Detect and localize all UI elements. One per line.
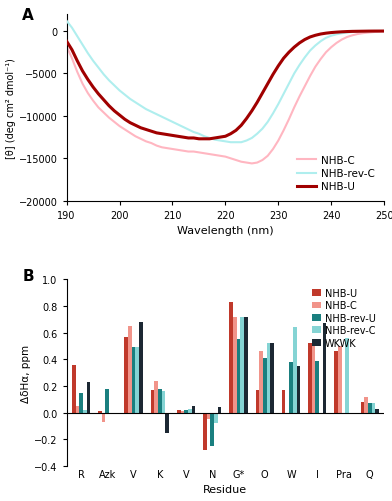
Bar [192,406,195,413]
Bar [282,390,285,413]
NHB-C [138,136,143,142]
Bar [211,413,214,446]
Bar [124,337,128,413]
Bar [98,411,102,413]
NHB-U [197,136,201,142]
Bar [132,348,135,413]
NHB-rev-C [128,97,132,103]
Bar [334,352,338,413]
NHB-rev-C [64,19,69,25]
NHB-C [260,158,265,164]
Bar [162,391,165,413]
Bar [375,409,379,413]
Bar [361,402,364,413]
Bar [79,393,83,413]
NHB-U [64,39,69,45]
Bar [233,317,237,413]
Bar [151,390,154,413]
Text: B: B [22,269,34,284]
Bar [154,381,158,413]
X-axis label: Wavelength (nm): Wavelength (nm) [177,226,274,236]
NHB-U [382,29,387,35]
Text: A: A [22,8,34,23]
NHB-C [175,147,180,153]
NHB-C [250,161,254,167]
Bar [218,407,221,413]
Bar [102,413,105,422]
Bar [345,338,349,413]
Legend: NHB-U, NHB-C, NHB-rev-U, NHB-rev-C, WKWK: NHB-U, NHB-C, NHB-rev-U, NHB-rev-C, WKWK [308,285,379,352]
NHB-rev-C [382,29,387,35]
Y-axis label: [θ] (deg cm² dmol⁻¹): [θ] (deg cm² dmol⁻¹) [6,58,16,158]
Bar [165,413,169,433]
Bar [237,340,240,413]
Bar [240,317,244,413]
Line: NHB-U: NHB-U [67,32,384,139]
Bar [177,410,181,413]
NHB-rev-C [260,126,265,132]
Bar [135,348,139,413]
NHB-C [234,158,238,164]
Bar [139,322,143,413]
NHB-C [345,35,349,41]
Bar [338,346,342,413]
Bar [308,344,312,413]
Bar [312,344,316,413]
NHB-rev-C [239,140,244,146]
Bar [83,410,87,413]
Bar [368,403,372,413]
Line: NHB-rev-C: NHB-rev-C [67,22,384,143]
Bar [259,352,263,413]
Bar [105,389,109,413]
Bar [76,406,79,413]
NHB-C [128,131,132,137]
NHB-rev-C [228,140,233,146]
Legend: NHB-C, NHB-rev-C, NHB-U: NHB-C, NHB-rev-C, NHB-U [293,152,379,196]
Bar [87,382,90,413]
Bar [372,403,375,413]
NHB-C [382,29,387,35]
Bar [316,361,319,413]
Bar [181,411,184,413]
Bar [270,344,274,413]
NHB-U [128,120,132,126]
Bar [256,390,259,413]
Line: NHB-C: NHB-C [67,32,384,164]
NHB-U [260,91,265,97]
Bar [72,365,76,413]
Y-axis label: ΔδHα, ppm: ΔδHα, ppm [21,344,31,402]
NHB-rev-C [345,31,349,37]
Bar [267,344,270,413]
Bar [207,413,211,419]
Bar [229,302,233,413]
NHB-C [64,44,69,50]
Bar [203,413,207,450]
Bar [263,358,267,413]
NHB-rev-C [138,104,143,110]
Bar [296,366,300,413]
NHB-U [345,30,349,36]
Bar [293,328,296,413]
NHB-rev-C [175,122,180,128]
Bar [364,397,368,413]
Bar [323,324,327,413]
NHB-U [138,126,143,132]
NHB-U [175,134,180,140]
NHB-U [239,123,244,129]
Bar [184,410,188,413]
Bar [128,326,132,413]
Bar [158,389,162,413]
X-axis label: Residue: Residue [203,484,247,494]
Bar [244,317,248,413]
Bar [188,409,192,413]
Bar [289,362,293,413]
Bar [214,413,218,423]
